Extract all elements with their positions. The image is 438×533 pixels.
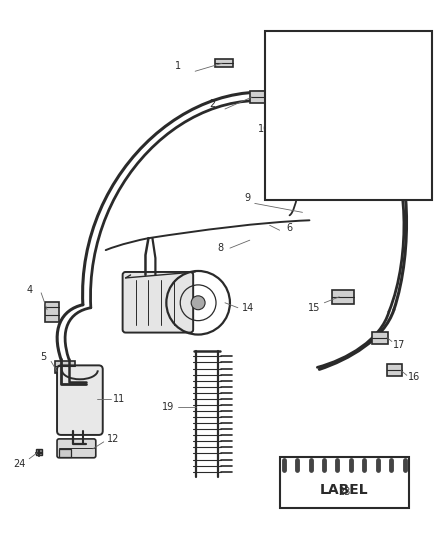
Bar xyxy=(372,332,388,343)
Bar xyxy=(332,290,354,304)
Text: 18: 18 xyxy=(325,167,337,177)
Text: 17: 17 xyxy=(392,340,405,350)
Text: 9: 9 xyxy=(245,193,251,204)
FancyBboxPatch shape xyxy=(358,143,372,155)
Text: 19: 19 xyxy=(162,402,174,412)
Bar xyxy=(59,449,71,457)
Text: 14: 14 xyxy=(242,303,254,313)
Bar xyxy=(279,457,409,508)
Text: 3: 3 xyxy=(280,108,286,118)
Bar xyxy=(352,164,374,177)
Text: 2: 2 xyxy=(209,99,215,109)
Text: 20: 20 xyxy=(321,51,333,61)
Bar xyxy=(250,91,270,103)
Bar xyxy=(55,361,75,373)
FancyBboxPatch shape xyxy=(358,158,372,169)
Text: 23: 23 xyxy=(338,487,350,497)
Text: 1: 1 xyxy=(175,61,181,71)
Bar xyxy=(45,302,59,321)
Text: 5: 5 xyxy=(40,352,46,362)
Text: 4: 4 xyxy=(26,285,32,295)
FancyBboxPatch shape xyxy=(365,59,417,121)
Text: 8: 8 xyxy=(217,243,223,253)
Circle shape xyxy=(191,296,205,310)
Text: 10: 10 xyxy=(258,124,270,134)
Text: 15: 15 xyxy=(308,303,321,313)
FancyBboxPatch shape xyxy=(57,439,96,458)
Bar xyxy=(387,365,402,376)
FancyBboxPatch shape xyxy=(123,272,193,333)
Bar xyxy=(283,107,298,117)
Text: 11: 11 xyxy=(113,394,125,404)
FancyBboxPatch shape xyxy=(57,365,103,435)
Text: 12: 12 xyxy=(106,434,119,444)
Text: LABEL: LABEL xyxy=(320,483,368,497)
Text: 24: 24 xyxy=(13,459,25,469)
Bar xyxy=(265,31,431,200)
Text: 25: 25 xyxy=(371,181,383,190)
Bar xyxy=(215,59,233,67)
Bar xyxy=(304,96,315,118)
Text: 16: 16 xyxy=(408,372,420,382)
Text: 7: 7 xyxy=(272,141,278,151)
Text: 6: 6 xyxy=(286,223,293,233)
